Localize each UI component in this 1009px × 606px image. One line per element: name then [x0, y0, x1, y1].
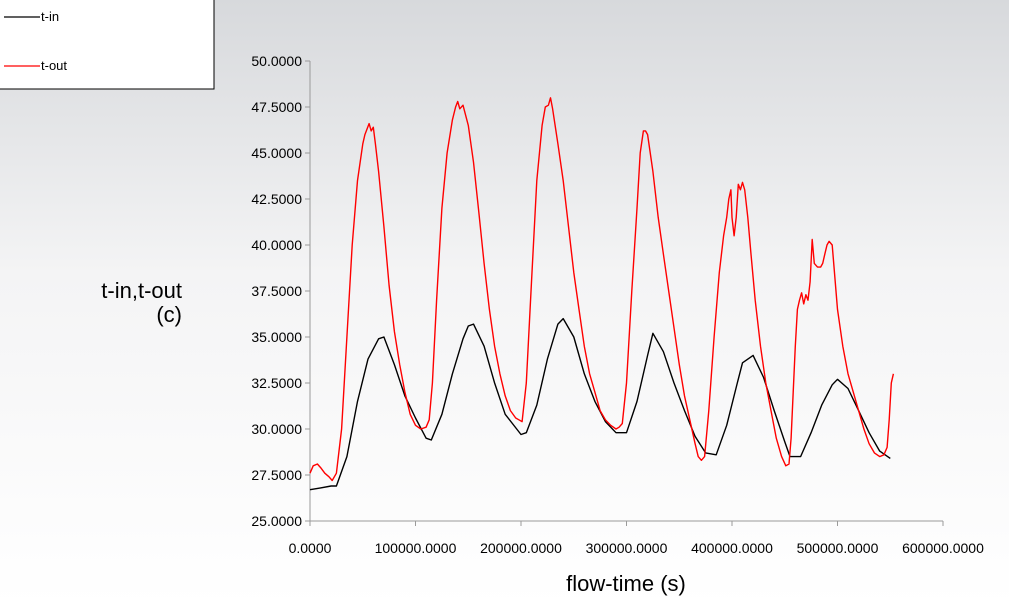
legend-box — [0, 0, 215, 90]
x-tick-label: 300000.0000 — [586, 540, 668, 556]
x-tick-label: 500000.0000 — [797, 540, 879, 556]
y-tick-label: 47.5000 — [251, 99, 302, 115]
y-tick-label: 35.0000 — [251, 329, 302, 345]
series-layer — [309, 97, 895, 491]
legend-label-t-out: t-out — [41, 58, 67, 73]
x-tick-label: 100000.0000 — [375, 540, 457, 556]
x-axis-title: flow-time (s) — [566, 571, 686, 596]
x-ticks: 0.0000 100000.0000 200000.0000 300000.0000 4… — [289, 521, 984, 556]
y-axis-title-line2: (c) — [156, 302, 182, 327]
x-tick-label: 600000.0000 — [902, 540, 984, 556]
legend-label-t-in: t-in — [41, 9, 59, 24]
y-tick-label: 32.5000 — [251, 375, 302, 391]
x-tick-label: 0.0000 — [289, 540, 332, 556]
y-ticks: 25.0000 27.5000 30.0000 32.5000 35.0000 37.50… — [251, 53, 310, 529]
y-tick-label: 42.5000 — [251, 191, 302, 207]
y-tick-label: 45.0000 — [251, 145, 302, 161]
x-tick-label: 400000.0000 — [691, 540, 773, 556]
y-tick-label: 30.0000 — [251, 421, 302, 437]
x-tick-label: 200000.0000 — [480, 540, 562, 556]
y-tick-label: 40.0000 — [251, 237, 302, 253]
y-tick-label: 25.0000 — [251, 513, 302, 529]
axes: 25.0000 27.5000 30.0000 32.5000 35.0000 37.50… — [251, 53, 984, 556]
y-tick-label: 37.5000 — [251, 283, 302, 299]
legend: t-in t-out — [0, 0, 215, 90]
y-tick-label: 50.0000 — [251, 53, 302, 69]
series-line-t-out — [309, 97, 895, 482]
y-axis-title-line1: t-in,t-out — [101, 278, 182, 303]
y-tick-label: 27.5000 — [251, 467, 302, 483]
